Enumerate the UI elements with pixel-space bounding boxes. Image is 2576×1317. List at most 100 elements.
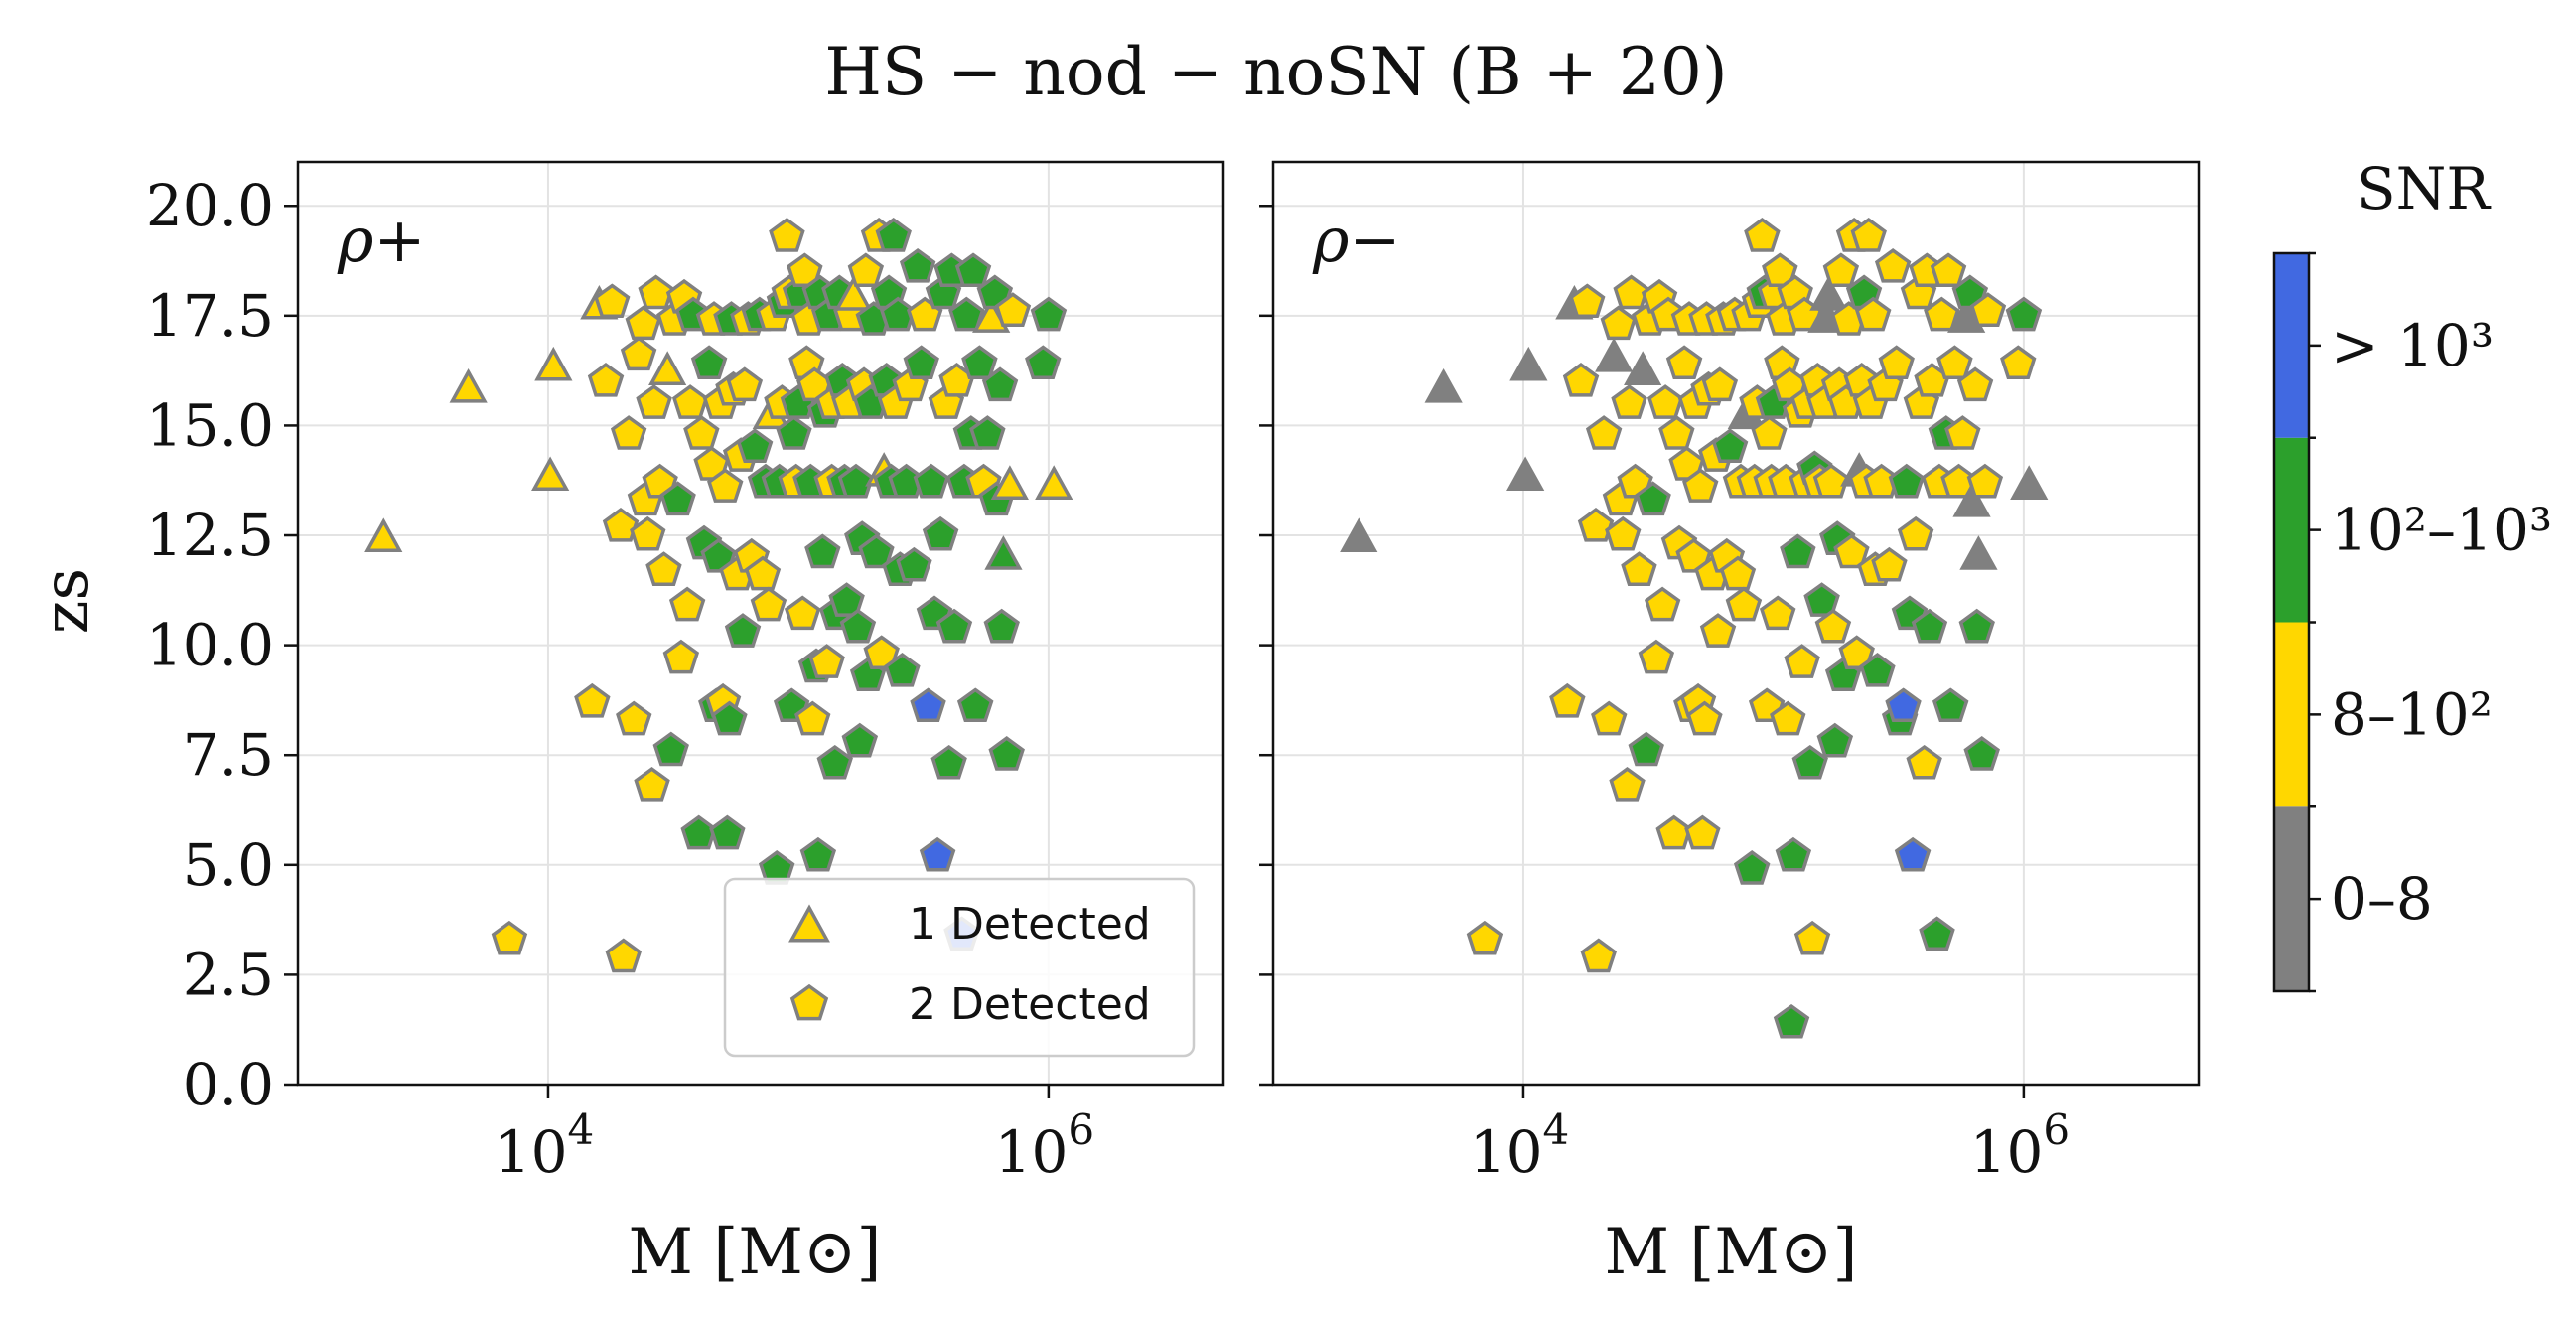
colorbar-label: > 10³ — [2331, 312, 2494, 379]
y-tick-label: 17.5 — [146, 282, 274, 350]
colorbar-segment — [2274, 437, 2309, 623]
data-point-pentagon — [1773, 1003, 1810, 1039]
data-point-pentagon — [816, 744, 853, 780]
data-point-pentagon — [1894, 836, 1932, 872]
data-point-pentagon — [875, 218, 912, 252]
panel-rho-plus: 0.0 2.5 5.0 7.5 10.0 12.5 15.0 17.5 20.0 104 106 ρ+ — [146, 160, 1225, 1186]
data-point-pentagon — [610, 415, 647, 450]
y-axis-label: zs — [30, 568, 103, 635]
colorbar-segment — [2274, 622, 2309, 807]
data-point-pentagon — [1569, 283, 1606, 319]
data-point-pentagon — [1874, 248, 1912, 283]
data-point-pentagon — [724, 613, 762, 648]
data-point-pentagon — [1812, 463, 1850, 499]
y-tick-label: 12.5 — [146, 502, 274, 569]
data-point-pentagon — [847, 252, 885, 288]
data-point-pentagon — [858, 533, 895, 569]
legend-label-1-detected: 1 Detected — [909, 899, 1151, 950]
data-point-pentagon — [930, 744, 967, 780]
data-point-pentagon — [884, 653, 921, 687]
data-point-pentagon — [671, 384, 709, 419]
data-point-pentagon — [602, 508, 640, 542]
data-point-pentagon — [683, 415, 720, 450]
data-point-pentagon — [961, 345, 998, 379]
data-point-triangle — [1624, 351, 1662, 385]
y-tick-label: 20.0 — [146, 172, 274, 239]
data-point-pentagon — [1793, 920, 1831, 955]
y-tick-label: 10.0 — [146, 612, 274, 679]
colorbar: SNR 0–8 8–10² 10²–10³ > 10³ — [2272, 155, 2552, 993]
data-point-triangle — [1424, 367, 1463, 403]
data-point-pentagon — [659, 481, 696, 516]
data-point-pentagon — [1682, 468, 1719, 503]
data-point-triangle — [648, 351, 687, 385]
x-tick-label: 104 — [495, 1105, 595, 1186]
data-point-triangle — [1509, 346, 1548, 381]
data-point-pentagon — [1025, 345, 1062, 379]
data-point-pentagon — [1958, 608, 1995, 644]
data-point-pentagon — [799, 836, 837, 872]
data-point-pentagon — [1859, 653, 1896, 687]
data-point-pentagon — [1822, 252, 1860, 288]
data-point-pentagon — [744, 555, 782, 591]
data-point-pentagon — [620, 336, 657, 371]
x-tick-label: 104 — [1470, 1105, 1570, 1186]
data-point-pentagon — [837, 463, 875, 499]
data-point-pentagon — [1585, 415, 1623, 450]
data-point-pentagon — [1580, 938, 1618, 973]
data-point-pentagon — [954, 252, 992, 288]
data-point-pentagon — [1966, 463, 2004, 499]
x-tick-label: 106 — [995, 1105, 1095, 1186]
x-axis-label-left: M [M⊙] — [629, 1216, 882, 1289]
data-point-pentagon — [638, 274, 674, 310]
data-point-pentagon — [1751, 415, 1788, 450]
data-point-triangle — [984, 535, 1023, 570]
data-point-pentagon — [828, 582, 865, 617]
data-point-pentagon — [969, 415, 1006, 450]
legend: 1 Detected 2 Detected — [723, 877, 1196, 1058]
data-point-pentagon — [1613, 274, 1649, 310]
data-point-pentagon — [605, 938, 643, 973]
data-point-triangle — [1959, 535, 1998, 570]
data-point-triangle — [449, 367, 488, 403]
data-point-pentagon — [981, 366, 1019, 402]
data-point-pentagon — [594, 283, 631, 319]
data-point-pentagon — [662, 639, 700, 674]
data-point-pentagon — [1944, 415, 1981, 450]
legend-pentagon-glyph — [789, 983, 829, 1021]
data-point-pentagon — [1591, 700, 1628, 736]
data-point-pentagon — [1784, 644, 1820, 678]
y-tick-label: 5.0 — [183, 831, 274, 899]
data-point-pentagon — [913, 463, 950, 499]
data-point-pentagon — [1930, 252, 1967, 288]
data-point-pentagon — [1611, 384, 1647, 419]
legend-label-2-detected: 2 Detected — [909, 979, 1151, 1030]
data-point-pentagon — [2005, 296, 2043, 332]
data-point-pentagon — [1956, 366, 1994, 402]
data-point-pentagon — [636, 384, 672, 419]
data-point-pentagon — [769, 218, 805, 252]
colorbar-title: SNR — [2357, 155, 2492, 222]
data-point-triangle — [531, 456, 570, 492]
data-point-pentagon — [988, 736, 1025, 771]
data-point-pentagon — [1658, 415, 1695, 450]
data-point-pentagon — [1638, 639, 1675, 674]
data-point-triangle — [1952, 482, 1991, 517]
data-point-pentagon — [1577, 508, 1615, 542]
data-point-pentagon — [994, 292, 1032, 327]
data-point-pentagon — [1924, 296, 1960, 332]
data-point-pentagon — [1897, 515, 1934, 551]
data-point-pentagon — [491, 920, 528, 955]
data-point-pentagon — [2000, 345, 2037, 379]
data-point-pentagon — [1701, 366, 1739, 402]
data-point-pentagon — [1963, 736, 2000, 771]
data-point-pentagon — [700, 537, 737, 573]
data-point-pentagon — [1605, 515, 1642, 551]
data-point-pentagon — [1871, 546, 1908, 582]
data-point-pentagon — [804, 533, 841, 569]
data-point-pentagon — [1885, 687, 1922, 723]
data-point-pentagon — [574, 682, 611, 718]
data-point-pentagon — [1770, 700, 1806, 736]
data-point-pentagon — [1850, 218, 1887, 252]
data-point-pentagon — [1775, 836, 1812, 872]
